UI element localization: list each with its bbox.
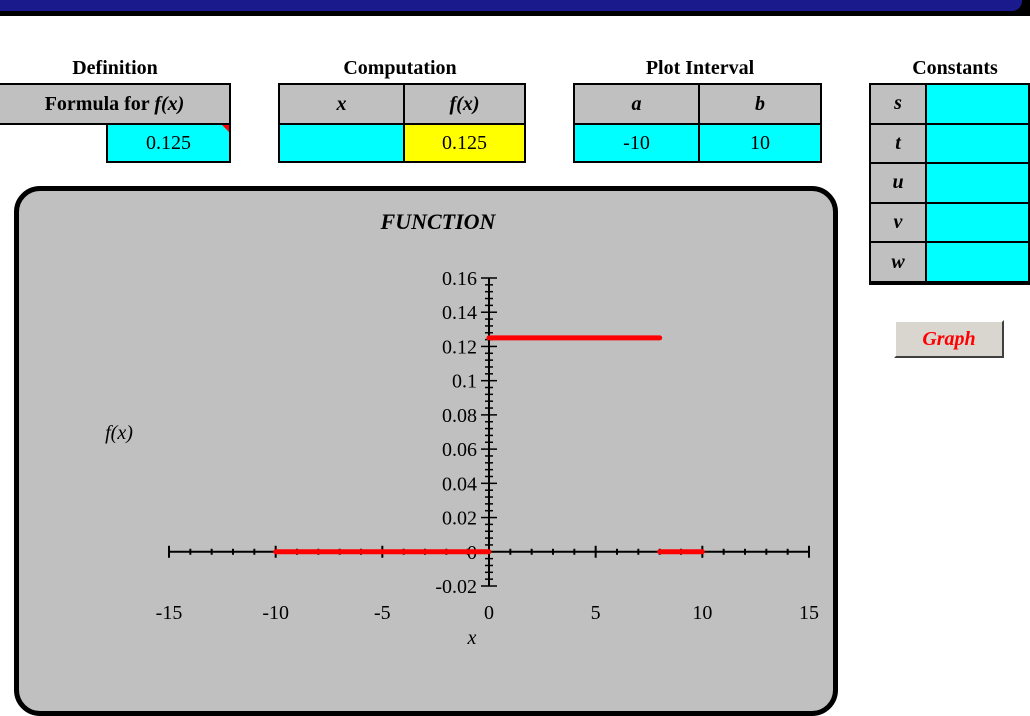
y-tick-label: 0.02 bbox=[442, 508, 477, 530]
x-tick-label: -10 bbox=[262, 602, 289, 624]
chart-area: FUNCTION f(x) x -15-10-5051015-0.0200.02… bbox=[14, 186, 838, 716]
constant-input-w[interactable] bbox=[927, 243, 1028, 281]
definition-header: Definition bbox=[72, 57, 158, 79]
y-tick-label: 0.16 bbox=[442, 268, 477, 290]
constant-label-v: v bbox=[871, 203, 925, 242]
constant-label-w: w bbox=[871, 243, 925, 281]
chart-title: FUNCTION bbox=[380, 209, 497, 234]
y-tick-label: 0.14 bbox=[442, 302, 477, 324]
plot-interval-b-input[interactable]: 10 bbox=[698, 123, 822, 163]
y-tick-label: 0.04 bbox=[442, 473, 477, 495]
y-tick-label: 0.12 bbox=[442, 336, 477, 358]
function-chart: FUNCTION f(x) x -15-10-5051015-0.0200.02… bbox=[105, 209, 819, 649]
x-tick-label: -5 bbox=[374, 602, 391, 624]
comment-indicator-icon bbox=[222, 125, 229, 132]
y-tick-label: -0.02 bbox=[435, 576, 477, 598]
x-tick-label: 0 bbox=[484, 602, 494, 624]
computation-fx-output: 0.125 bbox=[403, 123, 526, 163]
constant-label-u: u bbox=[871, 164, 925, 202]
chart-xlabel: x bbox=[467, 627, 477, 649]
title-bar-fill bbox=[0, 0, 1022, 11]
x-tick-label: 15 bbox=[799, 602, 819, 624]
formula-value: 0.125 bbox=[146, 131, 191, 154]
computation-header: Computation bbox=[343, 57, 457, 79]
y-tick-label: 0.08 bbox=[442, 405, 477, 427]
y-tick-label: 0.06 bbox=[442, 439, 477, 461]
plot-interval-a-input[interactable]: -10 bbox=[573, 123, 700, 163]
x-tick-label: 10 bbox=[692, 602, 712, 624]
title-bar bbox=[0, 0, 1030, 16]
constant-label-s: s bbox=[871, 85, 925, 123]
formula-label-cell: Formula for f(x) bbox=[0, 83, 231, 125]
plot-interval-a-header: a bbox=[573, 83, 700, 125]
constant-input-u[interactable] bbox=[927, 164, 1028, 202]
y-tick-label: 0.1 bbox=[452, 371, 477, 393]
computation-x-input[interactable] bbox=[278, 123, 405, 163]
constant-input-t[interactable] bbox=[927, 124, 1028, 163]
constant-label-t: t bbox=[871, 124, 925, 163]
x-tick-label: -15 bbox=[156, 602, 183, 624]
formula-label-prefix: Formula for bbox=[44, 92, 155, 115]
plot-interval-header: Plot Interval bbox=[645, 57, 755, 79]
chart-ylabel: f(x) bbox=[105, 422, 133, 444]
plot-interval-b-header: b bbox=[698, 83, 822, 125]
graph-button[interactable]: Graph bbox=[894, 320, 1004, 358]
constant-input-v[interactable] bbox=[927, 203, 1028, 242]
x-tick-label: 5 bbox=[591, 602, 601, 624]
formula-label-fx: f(x) bbox=[154, 92, 185, 115]
constants-header: Constants bbox=[912, 57, 998, 79]
computation-fx-header: f(x) bbox=[403, 83, 526, 125]
constant-input-s[interactable] bbox=[927, 85, 1028, 123]
computation-x-header: x bbox=[278, 83, 405, 125]
formula-input[interactable]: 0.125 bbox=[106, 123, 231, 163]
